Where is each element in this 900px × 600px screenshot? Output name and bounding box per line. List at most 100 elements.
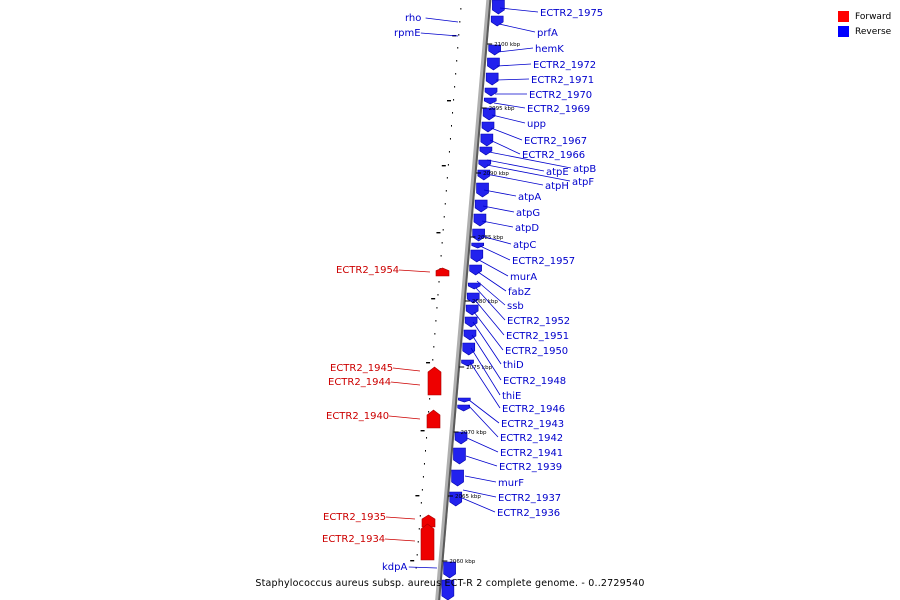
track-dash <box>436 232 441 234</box>
gene-label-upp: upp <box>527 119 546 130</box>
gene-label-ECTR2_1971: ECTR2_1971 <box>531 75 594 86</box>
gene-label-atpA: atpA <box>518 192 541 203</box>
leader-line <box>485 173 544 186</box>
track-dot <box>453 99 455 101</box>
track-dot <box>434 333 436 335</box>
track-dot <box>447 164 449 166</box>
track-dash <box>447 100 451 102</box>
leader-line <box>470 347 501 396</box>
leader-line <box>385 516 416 520</box>
reverse-gene-block <box>464 316 478 328</box>
track-dot <box>454 86 456 88</box>
leader-line <box>497 47 534 53</box>
reverse-gene-block <box>470 249 484 263</box>
reverse-swatch <box>838 26 849 37</box>
gene-label-ECTR2_1939: ECTR2_1939 <box>499 462 562 473</box>
track-dot <box>445 190 447 192</box>
forward-gene-block <box>427 366 442 396</box>
track-dot <box>441 242 443 244</box>
track-dot <box>455 73 457 75</box>
leader-line <box>467 404 499 438</box>
tick-label: 2085 kbp <box>477 235 503 241</box>
tick-label: 2090 kbp <box>483 171 509 177</box>
forward-swatch <box>838 11 849 22</box>
track-dot <box>421 489 423 491</box>
leader-line <box>479 245 511 261</box>
leader-line <box>476 280 506 306</box>
leader-line <box>392 367 421 372</box>
reverse-gene-block <box>465 304 479 316</box>
gene-label-ECTR2_1946: ECTR2_1946 <box>502 404 565 415</box>
gene-label-atpE: atpE <box>546 167 569 178</box>
gene-label-ECTR2_1948: ECTR2_1948 <box>503 376 566 387</box>
track-dot <box>428 411 430 413</box>
track-dot <box>446 177 448 179</box>
reverse-gene-block <box>485 72 499 86</box>
leader-line <box>481 220 514 228</box>
legend-label-reverse: Reverse <box>855 26 892 37</box>
gene-label-rho: rho <box>405 13 421 24</box>
leader-line <box>483 189 517 197</box>
leader-line <box>398 269 431 273</box>
track-dot <box>459 21 461 23</box>
reverse-gene-block <box>443 561 456 579</box>
track-dot <box>443 216 445 218</box>
leader-line <box>384 538 416 542</box>
genome-backbone <box>435 0 492 600</box>
gene-label-ECTR2_1969: ECTR2_1969 <box>527 104 590 115</box>
leader-line <box>461 497 496 513</box>
reverse-gene-block <box>457 404 470 412</box>
track-dot <box>425 450 426 452</box>
tick-label: 2075 kbp <box>466 365 492 371</box>
leader-line <box>499 7 539 13</box>
leader-line <box>486 164 571 182</box>
gene-label-ECTR2_1951: ECTR2_1951 <box>506 331 569 342</box>
reverse-gene-block <box>458 397 471 403</box>
leader-line <box>489 139 521 155</box>
reverse-gene-block <box>487 57 500 71</box>
gene-label-atpF: atpF <box>572 177 594 188</box>
leader-line <box>490 127 523 141</box>
leader-line <box>474 299 505 336</box>
gene-label-ECTR2_1934: ECTR2_1934 <box>322 534 385 545</box>
legend-label-forward: Forward <box>855 11 892 22</box>
gene-label-atpH: atpH <box>545 181 569 192</box>
leader-line <box>465 455 498 467</box>
track-dot <box>420 502 422 504</box>
track-dot <box>438 281 440 283</box>
gene-label-atpG: atpG <box>516 208 540 219</box>
track-dot <box>452 112 454 114</box>
track-dot <box>429 398 431 400</box>
leader-line <box>408 566 438 569</box>
leader-line <box>469 361 501 409</box>
gene-label-ECTR2_1935: ECTR2_1935 <box>323 512 386 523</box>
reverse-gene-block <box>461 359 474 367</box>
leader-line <box>488 151 572 169</box>
gene-label-ECTR2_1972: ECTR2_1972 <box>533 60 596 71</box>
reverse-gene-block <box>454 431 468 445</box>
reverse-gene-block <box>453 447 466 465</box>
gene-label-ECTR2_1970: ECTR2_1970 <box>529 90 592 101</box>
leader-line <box>493 102 526 109</box>
track-dot <box>449 138 451 140</box>
reverse-gene-block <box>462 342 476 356</box>
gene-label-ECTR2_1942: ECTR2_1942 <box>500 433 563 444</box>
leader-line <box>472 321 502 365</box>
track-dot <box>442 229 444 231</box>
reverse-gene-block <box>480 133 494 147</box>
gene-label-ECTR2_1966: ECTR2_1966 <box>522 150 585 161</box>
gene-label-prfA: prfA <box>537 28 558 39</box>
reverse-gene-block <box>467 282 481 290</box>
track-dash <box>441 165 446 167</box>
gene-label-murA: murA <box>510 272 537 283</box>
track-dot <box>451 125 452 127</box>
track-dot <box>457 47 459 49</box>
gene-label-ECTR2_1950: ECTR2_1950 <box>505 346 568 357</box>
track-dot <box>423 463 425 465</box>
gene-label-thiE: thiE <box>502 391 521 402</box>
reverse-gene-block <box>492 0 505 15</box>
forward-gene-block <box>420 523 435 561</box>
gene-label-atpC: atpC <box>513 240 536 251</box>
